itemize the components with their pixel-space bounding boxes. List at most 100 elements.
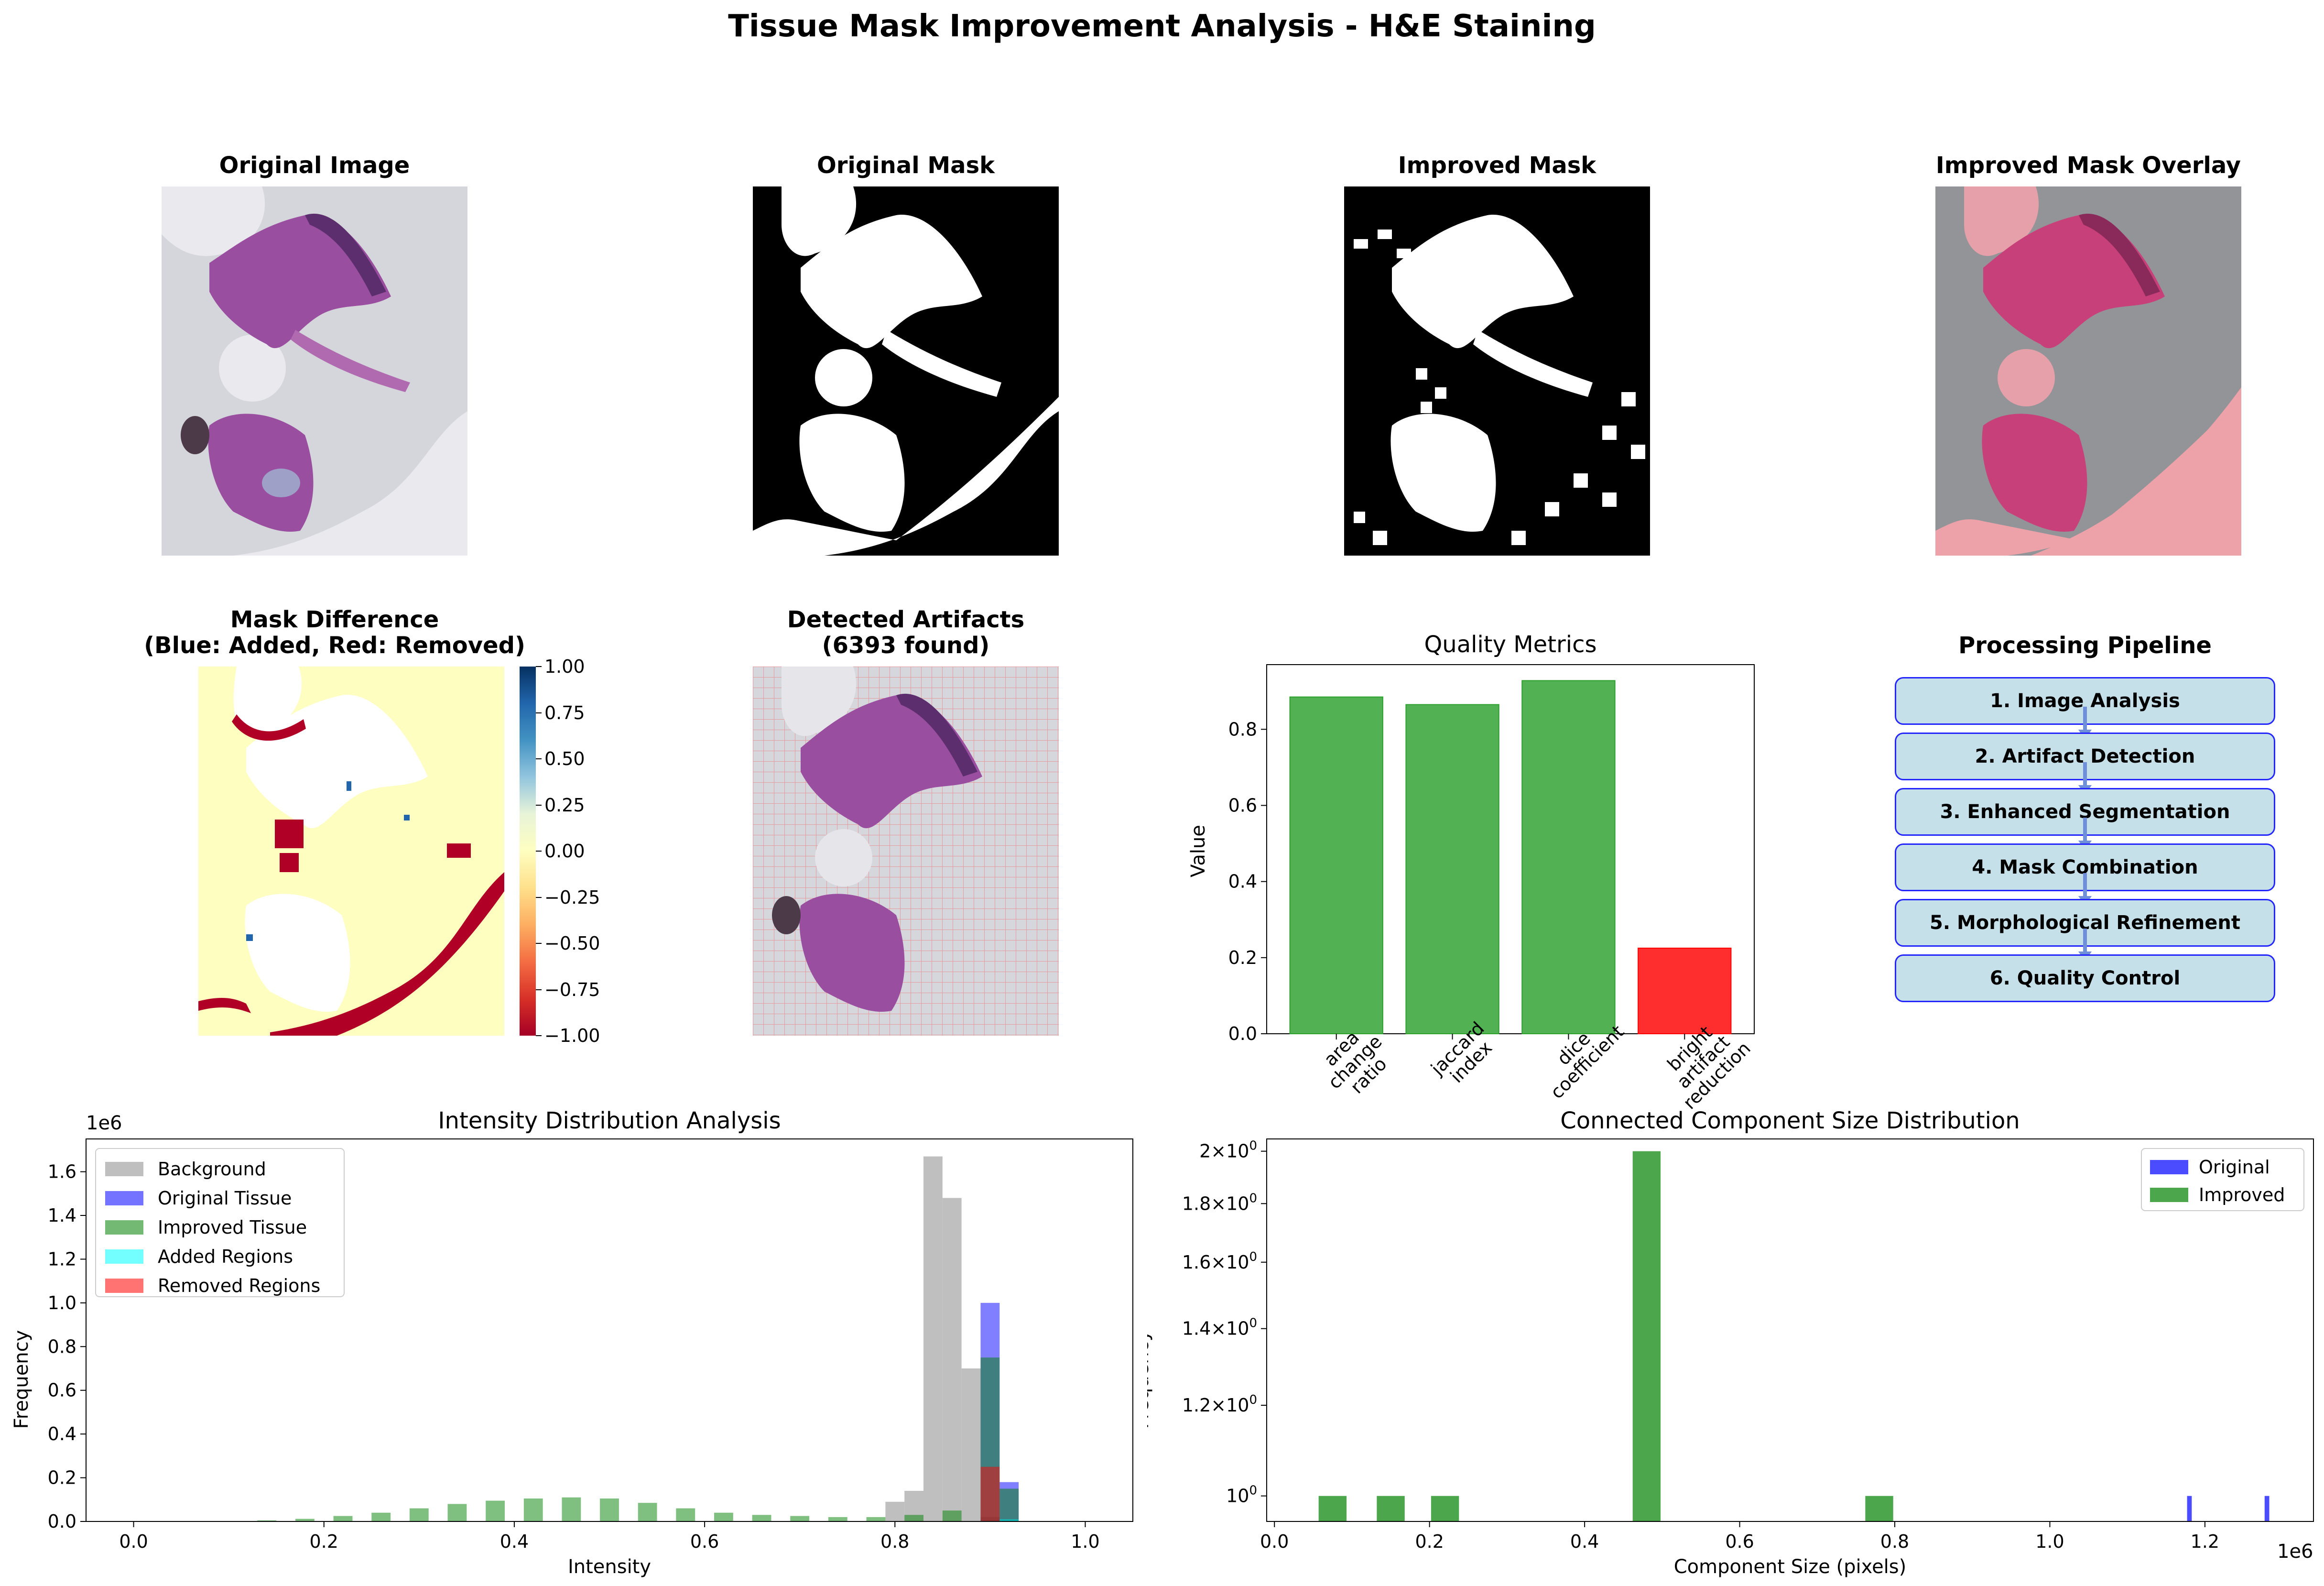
qm-ytick-label: 0.8	[1228, 719, 1257, 740]
legend-frame	[95, 1148, 345, 1297]
colorbar-tick-mark	[536, 989, 542, 990]
pipeline-arrow-icon	[2083, 929, 2087, 957]
intensity-ytick-label: 1.0	[48, 1292, 76, 1313]
component-bar	[2264, 1496, 2270, 1521]
intensity-bar	[904, 1515, 923, 1521]
qm-frame	[1266, 664, 1755, 1034]
intensity-bar	[752, 1515, 771, 1521]
intensity-bar	[295, 1519, 315, 1521]
intensity-xtick-label: 0.0	[119, 1531, 148, 1552]
component-bar	[2187, 1496, 2192, 1521]
intensity-xtick-label: 0.8	[880, 1531, 909, 1552]
component-bar	[1632, 1151, 1661, 1521]
intensity-bar	[714, 1512, 733, 1521]
colorbar-tick-label: −0.25	[544, 886, 600, 908]
pipeline-arrow-icon	[2083, 762, 2087, 791]
legend-swatch	[2150, 1188, 2188, 1202]
legend-label: Background	[158, 1159, 266, 1180]
quality-metrics-chart: Quality Metrics Value 0.00.20.40.60.8are…	[1187, 631, 1755, 1114]
intensity-y-multiplier: 1e6	[86, 1112, 122, 1134]
mask-difference-image	[198, 667, 504, 1036]
legend-swatch	[105, 1191, 143, 1205]
component-legend: Original Improved	[2141, 1148, 2304, 1211]
intensity-frame	[86, 1138, 1133, 1522]
legend-label: Original Tissue	[158, 1188, 292, 1209]
component-ytick-label: 100	[1226, 1484, 1257, 1507]
colorbar-tick-mark	[536, 712, 542, 713]
intensity-bar	[562, 1497, 581, 1521]
colorbar-tick-mark	[536, 851, 542, 852]
intensity-ytick-label: 0.0	[48, 1511, 76, 1532]
mask-difference-title-line1: Mask Difference	[230, 606, 439, 633]
colorbar-tick-mark	[536, 804, 542, 806]
qm-ytick-label: 0.4	[1228, 871, 1257, 892]
component-x-multiplier: 1e6	[2277, 1541, 2313, 1563]
intensity-bar	[600, 1498, 619, 1521]
colorbar-tick-mark	[536, 758, 542, 759]
component-bar	[1377, 1496, 1405, 1521]
qm-ytick-label: 0.0	[1228, 1023, 1257, 1044]
intensity-ylabel: Frequency	[11, 1330, 33, 1429]
intensity-bar	[486, 1500, 505, 1521]
component-ytick-label: 1.2×100	[1182, 1393, 1257, 1416]
mask-difference-colorbar	[520, 667, 536, 1036]
intensity-distribution-chart: Intensity Distribution Analysis Intensit…	[11, 1107, 1133, 1578]
intensity-ytick-label: 0.4	[48, 1423, 76, 1444]
legend-swatch	[105, 1162, 143, 1176]
figure-title: Tissue Mask Improvement Analysis - H&E S…	[728, 9, 1596, 44]
pipeline-arrow-icon	[2083, 818, 2087, 846]
component-size-chart: Connected Component Size Distribution Co…	[1147, 1107, 2314, 1578]
component-xtick-label: 0.2	[1415, 1531, 1444, 1552]
component-ylabel: Frequency	[1147, 1330, 1153, 1429]
mask-difference-title-line2: (Blue: Added, Red: Removed)	[144, 632, 525, 659]
intensity-bar	[790, 1516, 810, 1521]
qm-bar	[1405, 704, 1499, 1034]
pipeline-arrow-icon	[2083, 873, 2087, 902]
intensity-xtick-label: 0.2	[310, 1531, 338, 1552]
qm-ytick-label: 0.6	[1228, 795, 1257, 816]
component-ytick-label: 1.4×100	[1182, 1316, 1257, 1339]
intensity-bar	[961, 1368, 981, 1521]
original-mask	[753, 186, 1059, 556]
quality-metrics-ylabel: Value	[1187, 825, 1209, 877]
qm-bar	[1289, 696, 1383, 1035]
colorbar-tick-label: 0.00	[544, 841, 585, 862]
original-mask-title: Original Mask	[816, 152, 995, 179]
component-title: Connected Component Size Distribution	[1560, 1107, 2020, 1134]
component-bar	[1431, 1496, 1459, 1521]
intensity-title: Intensity Distribution Analysis	[438, 1107, 781, 1134]
component-xlabel: Component Size (pixels)	[1674, 1556, 1906, 1578]
component-ytick-label: 1.8×100	[1182, 1191, 1257, 1214]
intensity-bar	[885, 1501, 905, 1521]
improved-mask	[1344, 186, 1650, 556]
intensity-ytick-label: 1.4	[48, 1205, 76, 1226]
intensity-bar	[942, 1198, 962, 1521]
component-frame	[1266, 1138, 2314, 1522]
component-xtick-label: 1.2	[2191, 1531, 2219, 1552]
colorbar-tick-mark	[536, 666, 542, 667]
intensity-ytick-label: 0.2	[48, 1467, 76, 1488]
colorbar-tick-mark	[536, 1035, 542, 1036]
component-bar	[1318, 1496, 1347, 1521]
component-xtick-label: 1.0	[2035, 1531, 2064, 1552]
qm-ytick-label: 0.2	[1228, 947, 1257, 968]
pipeline-step: 6. Quality Control	[1895, 954, 2275, 1002]
intensity-xlabel: Intensity	[568, 1556, 651, 1578]
component-bar	[1865, 1496, 1893, 1521]
qm-bar	[1521, 680, 1616, 1034]
legend-label: Added Regions	[158, 1246, 293, 1267]
intensity-ytick-label: 1.6	[48, 1161, 76, 1182]
intensity-legend: Background Original Tissue Improved Tissue…	[95, 1148, 345, 1297]
component-xtick-label: 0.0	[1260, 1531, 1289, 1552]
intensity-bar	[923, 1156, 943, 1521]
detected-artifacts-image	[753, 667, 1059, 1036]
colorbar-tick-label: −1.00	[544, 1025, 600, 1046]
intensity-bar	[333, 1516, 353, 1521]
colorbar-tick-label: −0.75	[544, 979, 600, 1000]
quality-metrics-title: Quality Metrics	[1424, 631, 1596, 658]
intensity-bar	[447, 1504, 467, 1521]
colorbar-tick-label: 1.00	[544, 656, 585, 677]
component-xtick-label: 0.4	[1570, 1531, 1599, 1552]
intensity-bar	[409, 1508, 429, 1521]
